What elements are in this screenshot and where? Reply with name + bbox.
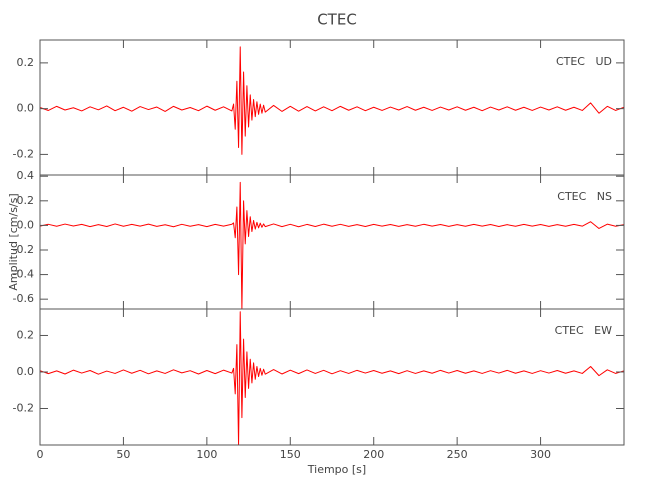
y-tick-label: 0.2 — [17, 328, 35, 341]
x-tick-label: 50 — [116, 448, 130, 461]
x-tick-label: 100 — [196, 448, 217, 461]
x-tick-label: 300 — [530, 448, 551, 461]
y-tick-label: -0.2 — [13, 147, 34, 160]
panel-frame — [39, 308, 625, 446]
y-tick-label: 0.2 — [17, 56, 35, 69]
y-axis-label: Amplitud [cm/s/s] — [7, 193, 20, 290]
x-tick-label: 0 — [37, 448, 44, 461]
waveform — [39, 46, 625, 155]
y-tick-label: 0.0 — [17, 218, 35, 231]
y-tick-label: -0.2 — [13, 401, 34, 414]
y-tick-label: -0.2 — [13, 243, 34, 256]
y-tick-label: -0.6 — [13, 292, 34, 305]
x-tick-label: 150 — [280, 448, 301, 461]
y-tick-label: -0.4 — [13, 268, 34, 281]
y-tick-label: 0.2 — [17, 194, 35, 207]
waveform — [39, 311, 625, 446]
x-axis-label: Tiempo [s] — [307, 463, 366, 476]
channel-label: CTEC EW — [555, 324, 612, 337]
panel-frame — [39, 174, 625, 310]
channel-label: CTEC NS — [557, 190, 612, 203]
channel-label: CTEC UD — [556, 55, 612, 68]
waveform — [39, 181, 625, 310]
y-tick-label: 0.4 — [17, 169, 35, 182]
x-tick-label: 200 — [363, 448, 384, 461]
chart-title: CTEC — [317, 11, 357, 29]
x-tick-label: 250 — [447, 448, 468, 461]
y-tick-label: 0.0 — [17, 365, 35, 378]
panel-frame — [39, 39, 625, 176]
y-tick-label: 0.0 — [17, 102, 35, 115]
